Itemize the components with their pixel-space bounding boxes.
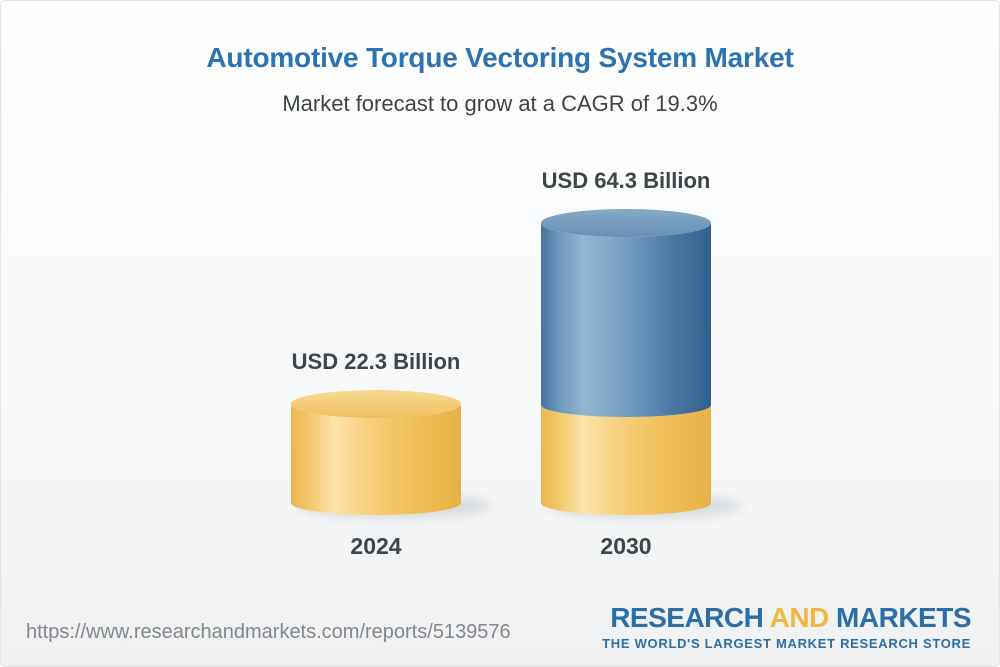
chart-header: Automotive Torque Vectoring System Marke… bbox=[1, 1, 999, 117]
logo-wordmark: RESEARCH AND MARKETS bbox=[610, 602, 971, 634]
logo-word-research: RESEARCH bbox=[610, 602, 764, 633]
research-and-markets-logo: RESEARCH AND MARKETS THE WORLD'S LARGEST… bbox=[602, 602, 971, 651]
bar-2024-value-label: USD 22.3 Billion bbox=[291, 349, 461, 374]
chart-title: Automotive Torque Vectoring System Marke… bbox=[206, 42, 794, 73]
bar-2030-cylinder-top bbox=[541, 209, 711, 237]
chart-subtitle: Market forecast to grow at a CAGR of 19.… bbox=[282, 91, 718, 116]
bar-2030-blue-segment bbox=[541, 223, 711, 417]
logo-word-and: AND bbox=[769, 602, 830, 633]
report-url-link[interactable]: https://www.researchandmarkets.com/repor… bbox=[26, 621, 511, 643]
bar-2030-category-label: 2030 bbox=[600, 533, 652, 559]
bar-2030-value-label: USD 64.3 Billion bbox=[541, 168, 711, 193]
bar-2024-cylinder-body bbox=[291, 404, 461, 515]
logo-word-markets: MARKETS bbox=[836, 602, 971, 633]
logo-tagline: THE WORLD'S LARGEST MARKET RESEARCH STOR… bbox=[602, 635, 971, 651]
bar-2024-category-label: 2024 bbox=[350, 533, 402, 559]
bar-2024-cylinder-top bbox=[291, 390, 461, 418]
bar-2030-yellow-segment bbox=[541, 405, 711, 515]
